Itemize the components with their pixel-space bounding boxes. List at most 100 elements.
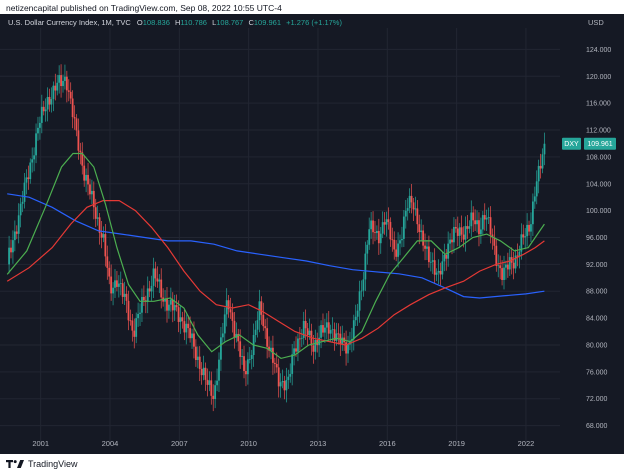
candle-body bbox=[374, 232, 376, 234]
candle-body bbox=[65, 76, 68, 91]
candle-body bbox=[173, 305, 176, 311]
price-tick-label: 96.000 bbox=[586, 235, 608, 242]
candle-body bbox=[499, 265, 502, 269]
candlestick-chart[interactable]: U.S. Dollar Currency Index, 1M, TVC O108… bbox=[0, 14, 624, 454]
candle-body bbox=[476, 220, 478, 225]
candle-body bbox=[239, 341, 242, 357]
ma-slow-line bbox=[7, 193, 545, 299]
candle-body bbox=[487, 217, 490, 219]
candle-body bbox=[372, 220, 374, 233]
candle-body bbox=[458, 227, 461, 236]
candle-body bbox=[466, 226, 469, 229]
candle-body bbox=[262, 314, 265, 327]
candle-body bbox=[406, 208, 409, 211]
candle-body bbox=[414, 208, 417, 210]
candle-body bbox=[376, 230, 378, 234]
candle-body bbox=[478, 220, 480, 235]
candle-body bbox=[38, 122, 41, 128]
candle-body bbox=[522, 234, 525, 238]
candle-body bbox=[383, 222, 386, 225]
candle-body bbox=[501, 268, 503, 280]
candle-body bbox=[221, 333, 224, 338]
candle-body bbox=[512, 262, 515, 269]
candle-body bbox=[331, 329, 334, 331]
candle-body bbox=[270, 347, 272, 351]
candle-body bbox=[412, 202, 415, 210]
candle-body bbox=[131, 320, 134, 331]
candle-body bbox=[312, 345, 315, 352]
candle-body bbox=[358, 291, 361, 311]
candle-body bbox=[304, 320, 307, 329]
candle-body bbox=[116, 280, 118, 287]
candle-body bbox=[503, 267, 505, 280]
price-tick-label: 88.000 bbox=[586, 289, 608, 296]
candle-body bbox=[456, 228, 459, 236]
tradingview-footer[interactable]: TradingView bbox=[6, 457, 78, 471]
price-tick-label: 108.000 bbox=[586, 154, 611, 161]
time-axis[interactable]: 2001 2004 2007 2010 2013 2016 2019 2022 bbox=[32, 439, 534, 448]
candle-body bbox=[506, 264, 509, 270]
ohlc-legend: U.S. Dollar Currency Index, 1M, TVC O108… bbox=[8, 18, 342, 27]
candle-body bbox=[402, 216, 405, 239]
time-tick-label: 2019 bbox=[448, 439, 465, 448]
candle-body bbox=[191, 333, 193, 339]
candle-body bbox=[62, 80, 64, 87]
candle-body bbox=[447, 243, 450, 259]
candle-body bbox=[158, 279, 161, 282]
candle-body bbox=[433, 260, 436, 275]
candle-body bbox=[416, 208, 419, 225]
candle-body bbox=[295, 348, 297, 352]
candle-body bbox=[397, 243, 399, 257]
candle-body bbox=[54, 85, 57, 91]
low-label: L bbox=[212, 18, 216, 27]
candle-body bbox=[404, 210, 407, 217]
candle-body bbox=[77, 130, 80, 151]
ma-fast-line bbox=[6, 152, 545, 360]
candle-body bbox=[112, 287, 114, 294]
time-tick-label: 2010 bbox=[240, 439, 257, 448]
price-tick-label: 72.000 bbox=[586, 396, 608, 403]
price-tick-label: 116.000 bbox=[586, 101, 611, 108]
candle-body bbox=[324, 327, 326, 333]
candle-body bbox=[37, 127, 39, 134]
candle-body bbox=[177, 307, 180, 322]
candle-body bbox=[79, 150, 82, 153]
candle-body bbox=[44, 109, 47, 112]
candle-body bbox=[266, 328, 269, 347]
candle-body bbox=[245, 371, 247, 375]
candle-body bbox=[302, 320, 305, 338]
candle-body bbox=[337, 333, 340, 335]
candle-body bbox=[117, 283, 120, 287]
candle-body bbox=[181, 317, 184, 322]
candle-body bbox=[56, 82, 59, 91]
candle-body bbox=[200, 368, 203, 376]
candle-body bbox=[166, 298, 168, 311]
candle-body bbox=[356, 310, 359, 317]
candle-body bbox=[142, 296, 145, 301]
candle-body bbox=[439, 271, 442, 275]
chart-panel[interactable]: U.S. Dollar Currency Index, 1M, TVC O108… bbox=[0, 14, 624, 454]
candle-body bbox=[308, 330, 311, 336]
high-value: 110.786 bbox=[180, 18, 207, 27]
candle-body bbox=[520, 234, 523, 252]
candle-body bbox=[387, 219, 390, 222]
candle-body bbox=[87, 174, 89, 185]
candle-body bbox=[318, 337, 321, 346]
candle-body bbox=[102, 234, 105, 238]
tradingview-brand: TradingView bbox=[28, 459, 78, 469]
candle-body bbox=[73, 117, 76, 119]
candle-body bbox=[497, 265, 500, 267]
candle-body bbox=[474, 220, 477, 225]
candle-body bbox=[289, 373, 292, 377]
candle-body bbox=[58, 75, 61, 83]
price-axis[interactable]: 124.000 120.000 116.000 112.000 108.000 104.0… bbox=[586, 47, 611, 430]
last-price-marker: DXY 109.961 bbox=[562, 137, 616, 150]
candle-body bbox=[352, 320, 355, 340]
candle-body bbox=[48, 96, 51, 105]
candle-body bbox=[293, 348, 295, 355]
candle-body bbox=[141, 296, 143, 313]
candle-body bbox=[208, 380, 211, 385]
candle-body bbox=[152, 268, 155, 286]
open-value: 108.836 bbox=[143, 18, 170, 27]
candle-body bbox=[437, 271, 440, 273]
